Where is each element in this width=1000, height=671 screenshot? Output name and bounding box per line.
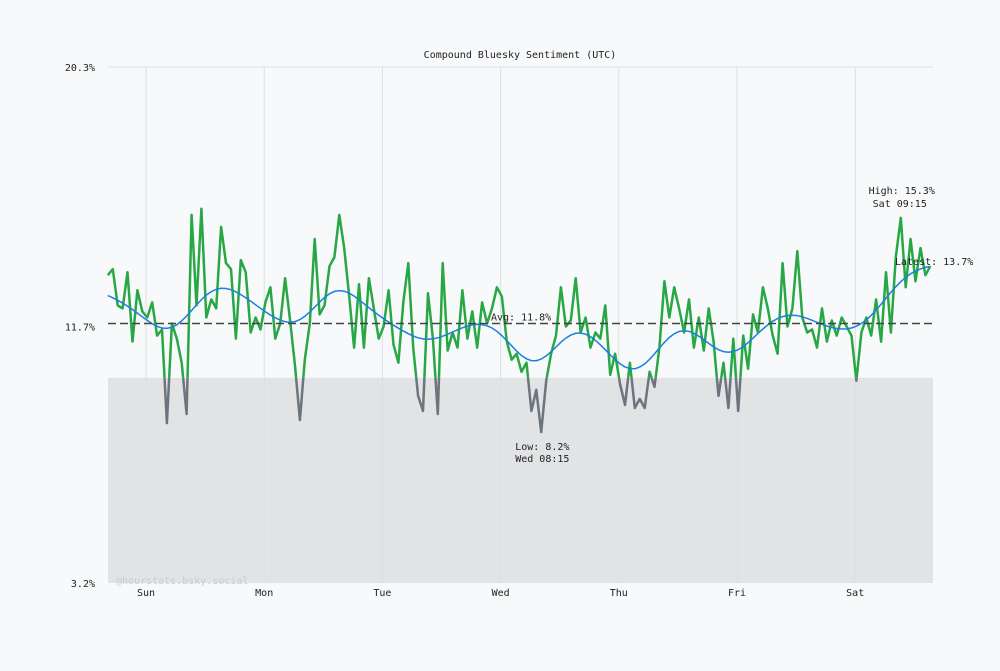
y-tick-label: 3.2% [71, 579, 95, 590]
x-tick-label: Sun [137, 588, 155, 599]
y-axis: 20.3% 11.7% 3.2% [65, 63, 95, 590]
x-axis: Sun Mon Tue Wed Thu Fri Sat [137, 588, 864, 599]
high-time: Sat 09:15 [873, 199, 927, 210]
x-tick-label: Thu [610, 588, 628, 599]
y-tick-label: 20.3% [65, 63, 95, 74]
x-tick-label: Tue [373, 588, 391, 599]
high-label: High: 15.3% [869, 186, 935, 197]
chart-title: Compound Bluesky Sentiment (UTC) [424, 50, 617, 61]
y-tick-label: 11.7% [65, 323, 95, 334]
x-tick-label: Wed [492, 588, 510, 599]
grid [145, 67, 856, 583]
x-tick-label: Fri [728, 588, 746, 599]
watermark: @hourstats.bsky.social [116, 576, 248, 587]
low-time: Wed 08:15 [515, 454, 569, 465]
x-tick-label: Mon [255, 588, 273, 599]
x-tick-label: Sat [846, 588, 864, 599]
low-label: Low: 8.2% [515, 442, 569, 453]
average-label: Avg: 11.8% [491, 312, 551, 323]
series-line-above-threshold [106, 207, 932, 378]
smoothed-trend-line [107, 265, 931, 370]
low-band [108, 377, 933, 583]
latest-label: Latest: 13.7% [895, 257, 973, 268]
